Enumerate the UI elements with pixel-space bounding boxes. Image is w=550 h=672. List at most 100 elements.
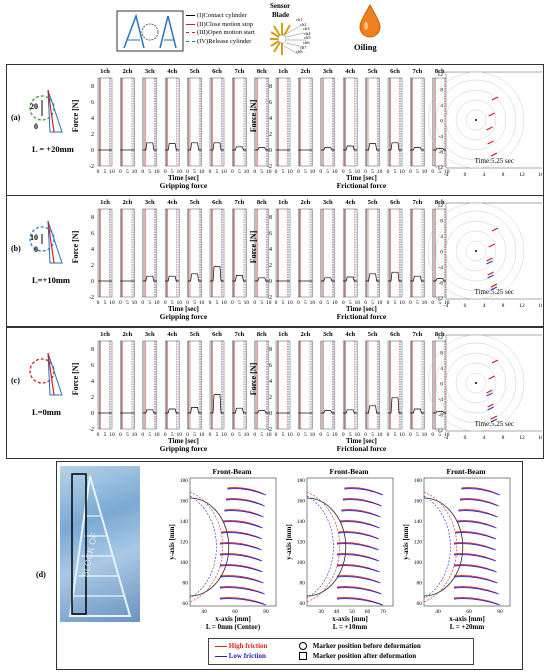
beam-line-low [344,488,384,496]
x-tick-label: 5 [349,432,352,438]
x-tick-label: 10 [422,432,428,438]
polar-ring [427,202,525,300]
length-label: L = +20mm [32,144,74,154]
y-tick-label: 0 [91,279,94,285]
force-trace [343,145,358,151]
channel-label: 7ch [413,331,423,338]
polar-y-tick: -8 [438,150,443,156]
x-tick-label: 0 [364,169,367,175]
channel-plot [410,77,425,167]
header-figure: (I)Contact cylinder (II)Close motion sto… [0,0,550,60]
beam-line-high [219,597,265,605]
x-tick-label: 0 [342,169,345,175]
x-tick-label: 5 [438,432,441,438]
beam-x-tick: 60 [365,609,371,615]
polar-y-tick: 4 [440,103,443,109]
y-tick-label: 4 [269,247,272,253]
x-tick-label: 0 [186,169,189,175]
vector-arrow [491,227,499,232]
x-tick-label: 0 [231,169,234,175]
vector-arrow [487,403,494,408]
x-tick-label: 10 [176,432,182,438]
polar-ring [435,79,517,161]
x-tick-label: 5 [104,432,107,438]
y-tick-label: 4 [91,379,94,385]
force-trace [142,142,157,151]
force-trace [410,408,425,414]
x-tick-label: 10 [109,432,115,438]
beam-plot-title: Front-Beam [446,467,486,476]
x-tick-label: 5 [371,432,374,438]
x-tick-label: 0 [409,300,412,306]
sensor-ch: ch6 [303,39,310,45]
x-tick-label: 0 [319,432,322,438]
channel-plot [342,340,358,430]
channel-label: 8ch [435,331,445,338]
beam-plot-title: Front-Beam [329,467,369,476]
polar-y-tick: -4 [438,265,443,271]
x-tick-label: 10 [332,432,338,438]
channel-label: 1ch [100,199,110,206]
y-tick-label: 0 [91,148,94,154]
channel-plot [142,208,158,298]
force-trace [232,407,247,414]
force-trace [232,146,247,151]
y-tick-label: 6 [91,231,94,237]
channel-plot [97,340,113,430]
channel-label: 7ch [413,68,423,75]
x-tick-label: 5 [193,300,196,306]
y-tick-label: 6 [269,100,272,106]
force-trace [410,147,425,151]
x-tick-label: 5 [371,300,374,306]
channel-plot [209,340,225,430]
polar-x-tick: 8 [502,303,505,309]
x-tick-label: 0 [164,432,167,438]
polar-y-tick: -8 [438,281,443,287]
x-tick-label: 10 [287,169,293,175]
beam-line-low [453,554,497,562]
channel-plot [320,340,336,430]
x-tick-label: 10 [132,169,138,175]
beam-x-tick: 80 [263,609,269,615]
beam-line-low [339,521,380,529]
sensor-ch: ch5 [304,35,311,41]
sensor-ch: ch2 [300,21,307,27]
contact-arc-low [423,495,451,599]
channel-plot [275,208,291,298]
beam-line-low [336,543,379,551]
channel-plot [187,77,202,167]
beam-line-low [219,598,267,606]
x-tick-label: 10 [221,432,227,438]
channel-label: 2ch [301,331,311,338]
channel-label: 1ch [100,331,110,338]
beam-x-tick: 50 [349,609,355,615]
x-tick-label: 0 [97,432,100,438]
y-tick-label: 6 [91,100,94,106]
force-trace [388,142,402,151]
polar-ring [455,230,497,272]
time-axis-title: Time [sec] [346,174,377,182]
beam-x-tick: 30 [318,609,324,615]
polar-center [475,250,477,252]
polar-x-tick: -4 [444,435,449,441]
sensor-ch: ch3 [303,26,310,32]
channel-label: 8ch [435,68,445,75]
beam-x-tick: 70 [380,609,386,615]
channel-plot [254,208,270,298]
beam-y-tick: 60 [300,601,306,607]
vector-arrow [486,260,493,265]
beam-y-tick: 120 [414,540,423,546]
beam-line-low [219,565,263,573]
y-tick-label: 0 [91,411,94,417]
channel-plot [142,77,158,167]
force-trace [320,410,335,414]
x-tick-label: 10 [244,300,250,306]
channel-label: 5ch [190,199,200,206]
channel-label: 4ch [167,68,177,75]
x-tick-label: 0 [431,432,434,438]
x-tick-label: 0 [253,432,256,438]
x-tick-label: 5 [304,300,307,306]
x-tick-label: 0 [387,169,390,175]
vector-arrow [487,140,494,145]
x-tick-label: 0 [319,169,322,175]
